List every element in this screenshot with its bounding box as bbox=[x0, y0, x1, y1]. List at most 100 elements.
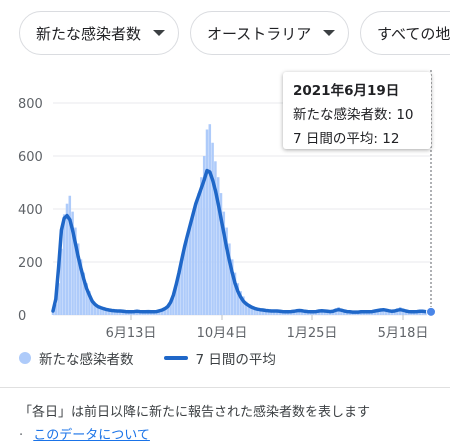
case-bar bbox=[65, 203, 69, 315]
case-bar bbox=[169, 303, 172, 315]
case-bar bbox=[250, 305, 254, 315]
case-bar bbox=[401, 309, 405, 315]
case-bar bbox=[186, 235, 189, 315]
tooltip-average-label: 7 日間の平均 bbox=[293, 131, 374, 147]
about-data-link[interactable]: このデータについて bbox=[33, 428, 150, 443]
case-bar bbox=[253, 307, 256, 315]
filter-bar: 新たな感染者数 オーストラリア すべての地域 bbox=[0, 0, 450, 70]
case-bar bbox=[191, 214, 195, 315]
case-bar bbox=[387, 311, 391, 315]
case-bar bbox=[163, 308, 167, 315]
metric-filter-chip[interactable]: 新たな感染者数 bbox=[19, 11, 179, 55]
case-bar bbox=[160, 309, 164, 315]
case-bar bbox=[373, 310, 377, 315]
case-bar bbox=[233, 272, 237, 315]
case-bar bbox=[278, 311, 282, 315]
case-bar bbox=[264, 310, 268, 315]
case-bar bbox=[124, 311, 128, 315]
case-bar bbox=[177, 275, 181, 315]
case-bar bbox=[309, 312, 312, 315]
case-bar bbox=[121, 311, 125, 315]
case-bar bbox=[247, 304, 251, 315]
bar-series-swatch bbox=[19, 352, 31, 364]
case-bar bbox=[222, 211, 226, 315]
case-bar bbox=[272, 311, 276, 315]
case-bar bbox=[99, 307, 102, 315]
case-bar bbox=[275, 310, 279, 315]
case-bar bbox=[71, 211, 74, 315]
case-bar bbox=[107, 309, 111, 315]
case-bar bbox=[205, 129, 209, 315]
case-bar bbox=[102, 308, 105, 315]
case-bar bbox=[342, 311, 346, 315]
case-bar bbox=[281, 311, 284, 315]
case-bar bbox=[211, 142, 214, 315]
tooltip-new-cases-value: 10 bbox=[396, 107, 414, 123]
line-series-swatch bbox=[163, 356, 188, 360]
hover-point bbox=[426, 306, 436, 317]
case-bar bbox=[421, 311, 424, 315]
case-bar bbox=[208, 124, 212, 315]
case-bar bbox=[328, 311, 332, 315]
case-bar bbox=[256, 308, 259, 315]
data-note: 「各日」は前日以降に新たに報告された感染者数を表します bbox=[19, 405, 371, 420]
case-bar bbox=[345, 311, 349, 315]
tooltip-average: 7 日間の平均: 12 bbox=[293, 131, 400, 147]
x-tick-label: 1月25日 bbox=[287, 326, 338, 340]
case-bar bbox=[244, 301, 248, 315]
case-bar bbox=[348, 312, 352, 315]
chart-tooltip: 2021年6月19日 新たな感染者数: 10 7 日間の平均: 12 bbox=[283, 72, 431, 149]
case-bar bbox=[174, 285, 178, 315]
case-bar bbox=[172, 296, 175, 315]
divider bbox=[0, 387, 450, 388]
case-bar bbox=[110, 310, 114, 315]
case-bar bbox=[202, 156, 206, 315]
case-bar bbox=[225, 227, 228, 315]
y-tick-label: 800 bbox=[18, 97, 43, 112]
case-bar bbox=[424, 311, 427, 315]
case-bar bbox=[90, 299, 94, 315]
case-bar bbox=[228, 243, 231, 315]
region-filter-chip[interactable]: オーストラリア bbox=[190, 11, 349, 55]
case-bar bbox=[230, 259, 234, 315]
case-bar bbox=[317, 310, 321, 315]
tooltip-date: 2021年6月19日 bbox=[293, 83, 400, 99]
case-bar bbox=[267, 310, 270, 315]
case-bar bbox=[93, 303, 97, 315]
case-bar bbox=[51, 312, 55, 315]
case-bar bbox=[320, 310, 324, 315]
metric-filter-label: 新たな感染者数 bbox=[36, 24, 142, 43]
x-tick-label: 5月18日 bbox=[378, 326, 429, 340]
region-filter-label: オーストラリア bbox=[207, 24, 312, 43]
case-bar bbox=[407, 311, 410, 315]
case-bar bbox=[404, 311, 408, 315]
case-bar bbox=[295, 310, 298, 315]
case-bar bbox=[85, 283, 88, 315]
about-row: · このデータについて bbox=[19, 424, 150, 443]
case-bar bbox=[214, 161, 217, 315]
average-line bbox=[51, 168, 433, 314]
case-bar bbox=[236, 283, 240, 315]
case-bar bbox=[96, 305, 100, 315]
case-bar bbox=[239, 291, 242, 315]
tooltip-new-cases: 新たな感染者数: 10 bbox=[293, 107, 414, 123]
case-bar bbox=[303, 311, 307, 315]
y-tick-label: 0 bbox=[18, 309, 26, 324]
case-bar bbox=[194, 203, 198, 315]
case-bar bbox=[261, 309, 265, 315]
case-bar bbox=[74, 227, 77, 315]
scope-filter-chip[interactable]: すべての地域 bbox=[360, 11, 450, 55]
case-bar bbox=[340, 309, 343, 315]
case-bar bbox=[306, 311, 310, 315]
y-tick-label: 600 bbox=[18, 150, 43, 165]
case-bar bbox=[197, 193, 200, 315]
cases-chart[interactable]: 0 200 400 600 800 6月13日 10月4日 1月25日 5月18日 bbox=[0, 70, 450, 340]
tooltip-new-cases-label: 新たな感染者数 bbox=[293, 107, 388, 123]
case-bar bbox=[298, 309, 301, 315]
chart-legend: 新たな感染者数 7 日間の平均 bbox=[19, 348, 276, 368]
case-bar bbox=[258, 309, 262, 315]
case-bar bbox=[113, 310, 116, 315]
chevron-down-icon bbox=[153, 30, 166, 36]
x-tick-label: 6月13日 bbox=[106, 326, 157, 340]
case-bar bbox=[183, 248, 186, 315]
